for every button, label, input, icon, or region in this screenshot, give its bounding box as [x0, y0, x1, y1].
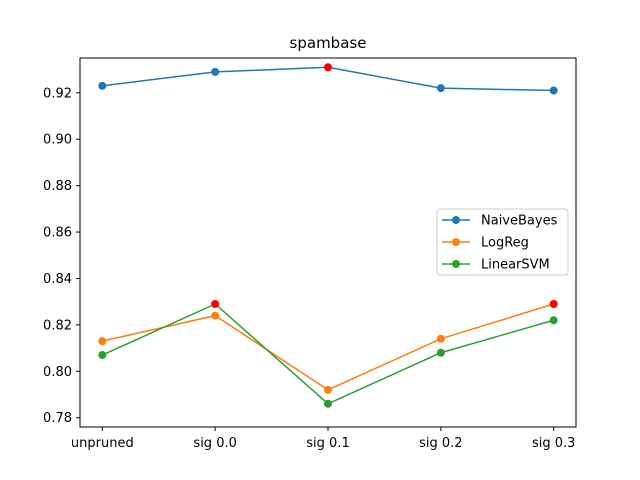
- legend-marker-linearsvm: [452, 260, 460, 268]
- legend-label-logreg: LogReg: [481, 236, 529, 251]
- x-tick-label: sig 0.1: [306, 436, 349, 451]
- x-tick-label: sig 0.2: [419, 436, 462, 451]
- data-point-naivebayes: [98, 81, 107, 90]
- legend-label-linearsvm: LinearSVM: [481, 258, 550, 273]
- data-point-linearsvm: [436, 348, 445, 357]
- legend-label-naivebayes: NaiveBayes: [481, 214, 558, 229]
- data-point-logreg: [436, 334, 445, 343]
- y-tick-label: 0.86: [43, 226, 72, 241]
- y-tick-label: 0.82: [43, 318, 72, 333]
- x-tick-label: sig 0.0: [193, 436, 236, 451]
- plot-area: [98, 63, 558, 408]
- legend: NaiveBayes LogReg LinearSVM: [436, 208, 569, 276]
- chart-title: spambase: [290, 34, 367, 52]
- data-point-naivebayes: [549, 86, 558, 95]
- data-point-logreg: [98, 337, 107, 346]
- y-tick-label: 0.84: [43, 272, 72, 287]
- data-point-linearsvm: [98, 351, 107, 360]
- legend-marker-naivebayes: [452, 216, 460, 224]
- y-tick-label: 0.90: [43, 133, 72, 148]
- highlighted-point-linearsvm: [211, 300, 220, 308]
- data-point-naivebayes: [211, 67, 220, 76]
- highlighted-point-logreg: [549, 300, 558, 308]
- y-tick-label: 0.80: [43, 365, 72, 380]
- legend-marker-logreg: [452, 238, 460, 246]
- legend-box: [436, 208, 569, 276]
- y-tick-label: 0.78: [43, 411, 72, 426]
- x-tick-label: sig 0.3: [532, 436, 575, 451]
- x-tick-label: unpruned: [71, 436, 134, 451]
- y-tick-label: 0.88: [43, 179, 72, 194]
- data-point-linearsvm: [324, 399, 332, 408]
- data-point-logreg: [324, 385, 332, 394]
- data-point-logreg: [211, 311, 220, 320]
- data-point-naivebayes: [436, 84, 445, 93]
- data-point-linearsvm: [549, 316, 558, 325]
- highlighted-point-naivebayes: [324, 63, 332, 72]
- y-tick-label: 0.92: [43, 86, 72, 101]
